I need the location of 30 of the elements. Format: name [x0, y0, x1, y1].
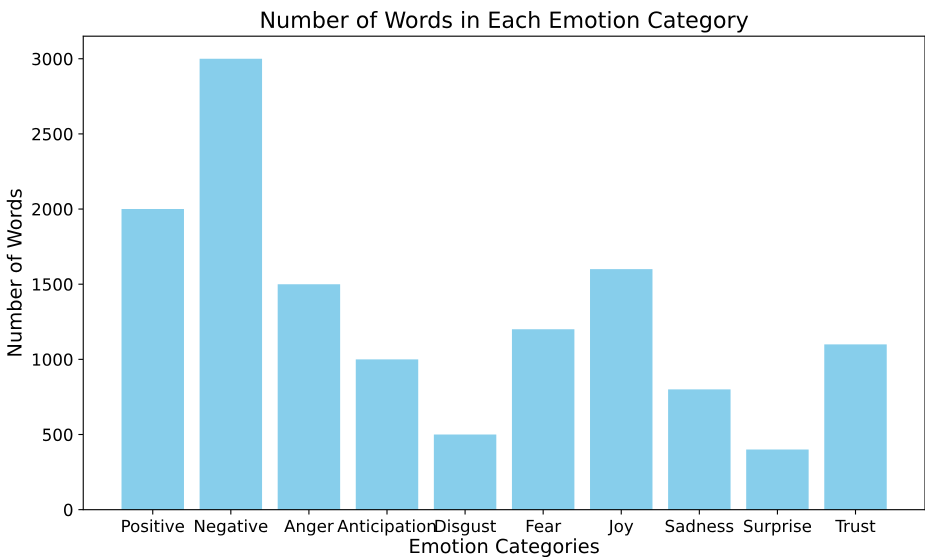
x-tick-label: Fear	[526, 520, 562, 532]
bar	[668, 389, 731, 510]
bar	[278, 284, 340, 510]
bar	[590, 269, 652, 510]
x-axis-title: Emotion Categories	[410, 538, 599, 557]
bar	[434, 434, 496, 510]
x-tick-label: Negative	[195, 519, 268, 536]
y-tick-label: 1000	[32, 353, 72, 366]
x-tick-label: Anticipation	[337, 519, 436, 536]
bar	[200, 58, 262, 510]
x-tick-label: Sadness	[666, 519, 734, 532]
bar	[356, 359, 418, 510]
y-axis-title: Number of Words	[6, 189, 22, 356]
x-tick-label: Trust	[835, 520, 876, 532]
bar	[746, 450, 809, 510]
y-tick-label: 0	[64, 504, 72, 516]
x-tick-label: Joy	[608, 520, 634, 536]
x-tick-label: Anger	[284, 520, 334, 536]
y-tick-label: 1500	[32, 278, 72, 291]
y-tick-label: 2000	[32, 203, 72, 216]
bar	[824, 344, 887, 510]
x-tick-label: Surprise	[744, 519, 812, 536]
chart-title: Number of Words in Each Emotion Category	[262, 10, 748, 32]
y-tick-label: 2500	[32, 128, 72, 140]
bar	[122, 209, 184, 510]
x-tick-label: Positive	[122, 519, 184, 532]
bar	[512, 329, 574, 510]
y-tick-label: 500	[43, 428, 72, 442]
x-tick-label: Disgust	[435, 519, 496, 536]
y-tick-label: 3000	[32, 52, 72, 66]
